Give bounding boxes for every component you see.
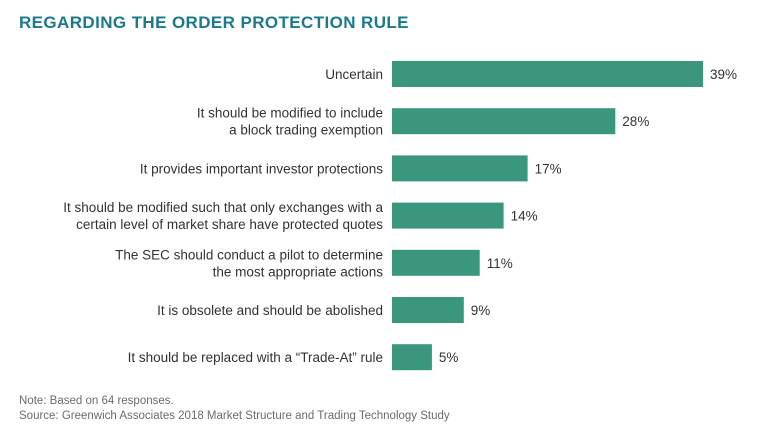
category-label-3: It provides important investor protectio… — [140, 161, 383, 176]
chart-source: Source: Greenwich Associates 2018 Market… — [19, 410, 450, 422]
bar-5 — [392, 249, 480, 276]
value-label-3: 17% — [535, 161, 562, 176]
bar-2 — [392, 108, 616, 135]
value-label-7: 5% — [439, 350, 459, 365]
bar-3 — [392, 155, 528, 182]
value-label-2: 28% — [622, 114, 649, 129]
value-label-6: 9% — [471, 303, 491, 318]
chart-note: Note: Based on 64 responses. — [19, 395, 174, 407]
value-label-5: 11% — [487, 256, 513, 271]
category-label-2-line-1: It should be modified to include — [197, 106, 383, 121]
bar-4 — [392, 202, 504, 229]
category-label-4-line-2: certain level of market share have prote… — [76, 217, 383, 232]
chart-title: REGARDING THE ORDER PROTECTION RULE — [19, 13, 409, 32]
category-label-5-line-1: The SEC should conduct a pilot to determ… — [115, 247, 383, 262]
bar-1 — [392, 61, 703, 87]
category-label-1: Uncertain — [325, 67, 383, 82]
value-label-1: 39% — [710, 67, 737, 82]
category-label-4-line-1: It should be modified such that only exc… — [63, 200, 383, 215]
bar-chart: 39% Uncertain 28% It should be modified to … — [63, 61, 737, 371]
bar-7 — [392, 344, 432, 371]
category-label-5-line-2: the most appropriate actions — [213, 264, 384, 279]
category-label-6: It is obsolete and should be abolished — [157, 303, 383, 318]
bar-6 — [392, 297, 464, 323]
category-label-2-line-2: a block trading exemption — [229, 123, 383, 138]
category-label-7: It should be replaced with a “Trade-At” … — [128, 350, 383, 365]
value-label-4: 14% — [511, 209, 538, 224]
